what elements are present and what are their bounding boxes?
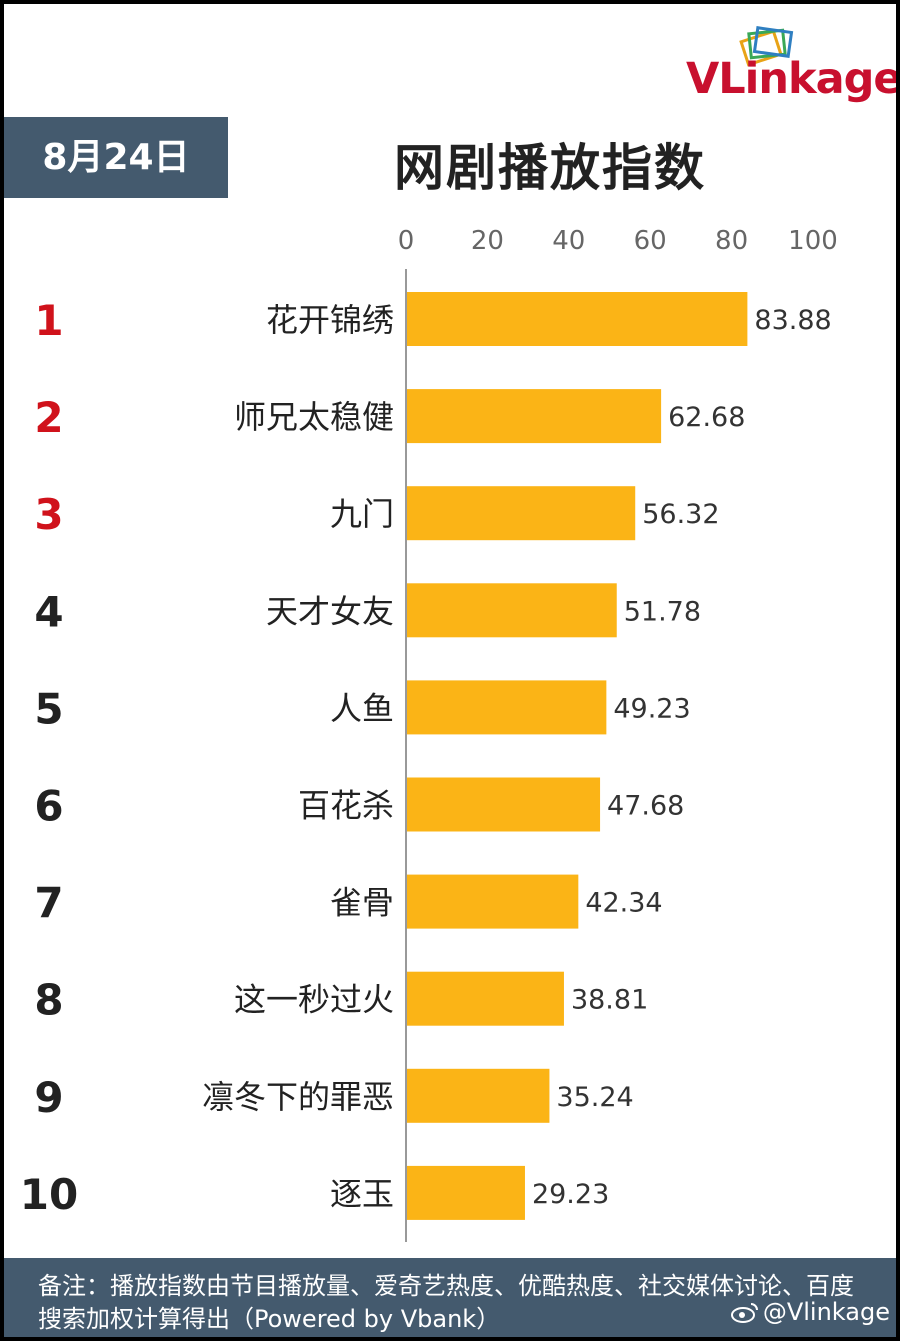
bar: [407, 1165, 525, 1220]
rank-number: 6: [34, 782, 63, 831]
vlinkage-logo: VLinkage: [686, 22, 896, 104]
category-label: 九门: [330, 495, 394, 533]
category-label: 雀骨: [330, 884, 394, 922]
rank-number: 7: [34, 879, 63, 928]
bar-value-label: 47.68: [607, 791, 684, 822]
bar-value-label: 51.78: [624, 596, 701, 627]
weibo-icon: [730, 1303, 758, 1323]
bar-value-label: 29.23: [532, 1179, 609, 1210]
x-tick-label: 20: [471, 226, 504, 256]
category-label: 这一秒过火: [234, 981, 394, 1019]
bar: [407, 583, 617, 638]
rank-number: 9: [34, 1073, 63, 1122]
bar: [407, 680, 607, 735]
watermark-text: @Vlinkage: [762, 1298, 890, 1326]
rank-number: 1: [34, 296, 63, 345]
category-label: 凛冬下的罪恶: [202, 1078, 394, 1116]
category-label: 师兄太稳健: [234, 398, 394, 436]
category-label: 百花杀: [298, 787, 394, 825]
rank-number: 5: [34, 684, 63, 733]
bar: [407, 389, 662, 444]
bar: [407, 1068, 550, 1123]
bar: [407, 486, 636, 541]
bar-value-label: 83.88: [754, 305, 831, 336]
bar-value-label: 42.34: [585, 888, 662, 919]
x-tick-label: 0: [398, 226, 415, 256]
brand-name: VLinkage: [686, 54, 896, 104]
cards-logo-icon: [739, 26, 794, 67]
category-label: 花开锦绣: [266, 301, 394, 339]
footer: 备注：播放指数由节目播放量、爱奇艺热度、优酷热度、社交媒体讨论、百度搜索加权计算…: [4, 1258, 896, 1337]
bar: [407, 292, 748, 346]
infographic: VLinkage 8月24日 网剧播放指数 0 20 40 60 80 100 83.88 花…: [4, 4, 896, 1337]
category-label: 人鱼: [330, 689, 394, 727]
bar: [407, 874, 579, 929]
x-tick-label: 80: [715, 226, 748, 256]
weibo-watermark: @Vlinkage: [730, 1298, 890, 1326]
category-label: 逐玉: [330, 1175, 394, 1213]
chart-title: 网剧播放指数: [394, 139, 706, 197]
rank-number: 2: [34, 393, 63, 442]
bar-value-label: 49.23: [613, 693, 690, 724]
bar-chart: 0 20 40 60 80 100 83.88 花开锦绣 1 62.68 师兄太稳健 2 56.32 九门…: [20, 226, 838, 1242]
x-tick-label: 40: [552, 226, 585, 256]
bar-value-label: 62.68: [668, 402, 745, 433]
category-label: 天才女友: [266, 592, 394, 630]
bar-value-label: 35.24: [556, 1082, 633, 1113]
date-badge: 8月24日: [4, 117, 228, 198]
rank-number: 3: [34, 490, 63, 539]
bar: [407, 777, 601, 832]
x-tick-label: 60: [634, 226, 667, 256]
rank-number: 8: [34, 976, 63, 1025]
x-tick-label: 100: [788, 226, 838, 256]
bar: [407, 971, 564, 1026]
rank-number: 10: [20, 1170, 78, 1219]
footer-note: 备注：播放指数由节目播放量、爱奇艺热度、优酷热度、社交媒体讨论、百度搜索加权计算…: [38, 1272, 854, 1333]
bar-value-label: 38.81: [571, 985, 648, 1016]
rank-number: 4: [34, 587, 63, 636]
bar-value-label: 56.32: [642, 499, 719, 530]
